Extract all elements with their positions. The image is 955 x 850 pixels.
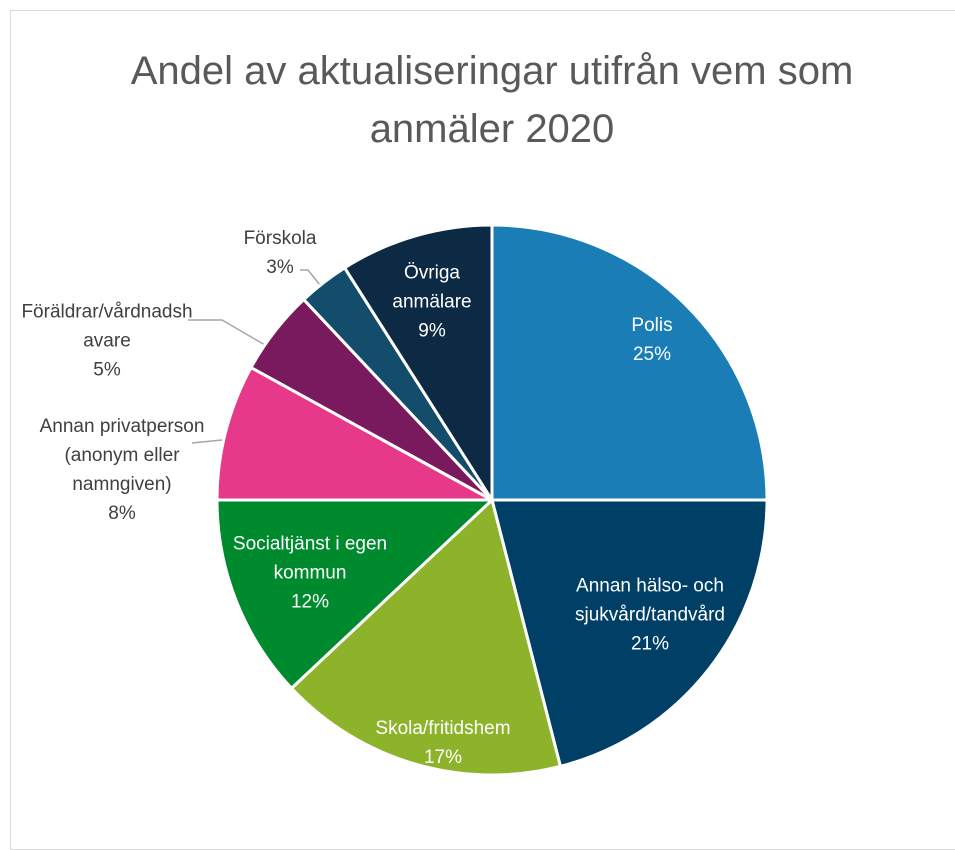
category-label: Övriga anmälare [392, 262, 472, 313]
category-label: Skola/fritidshem [375, 718, 511, 739]
pie-slice [490, 498, 769, 769]
pie-slice [342, 223, 494, 506]
pie-slice [215, 365, 493, 502]
category-label: Föräldrar/vårdnadshavare [21, 301, 193, 352]
data-label: Förskola 3% [220, 224, 340, 282]
category-label: Polis [631, 315, 673, 336]
data-label: Polis 25% [577, 311, 727, 369]
leader-line [300, 269, 321, 286]
data-label: Övriga anmälare 9% [372, 259, 492, 346]
leader-line [188, 319, 266, 346]
value-label: 9% [418, 320, 446, 342]
data-label: Annan privatperson (anonym eller namngiv… [37, 412, 207, 528]
value-label: 21% [630, 633, 670, 655]
value-label: 3% [266, 257, 294, 278]
category-label: Förskola [243, 228, 317, 249]
value-label: 5% [93, 359, 121, 381]
value-label: 17% [423, 747, 463, 768]
value-label: 25% [632, 344, 672, 365]
leader-line [191, 439, 223, 444]
value-label: 12% [290, 591, 330, 613]
chart-title: Andel av aktualiseringar utifrån vem som… [130, 49, 854, 151]
category-label: Annan hälso- och sjukvård/tandvård [575, 575, 725, 626]
pie-slice [490, 223, 769, 502]
data-label: Föräldrar/vårdnadshavare 5% [17, 298, 197, 385]
pie-slice [289, 497, 563, 777]
category-label: Socialtjänst i egen kommun [232, 533, 388, 584]
value-label: 8% [108, 503, 136, 524]
data-label: Skola/fritidshem 17% [343, 714, 543, 772]
category-label: Annan privatperson (anonym eller namngiv… [39, 416, 205, 495]
data-label: Socialtjänst i egen kommun 12% [225, 530, 395, 617]
pie-slice [215, 498, 496, 691]
data-label: Annan hälso- och sjukvård/tandvård 21% [555, 572, 745, 659]
